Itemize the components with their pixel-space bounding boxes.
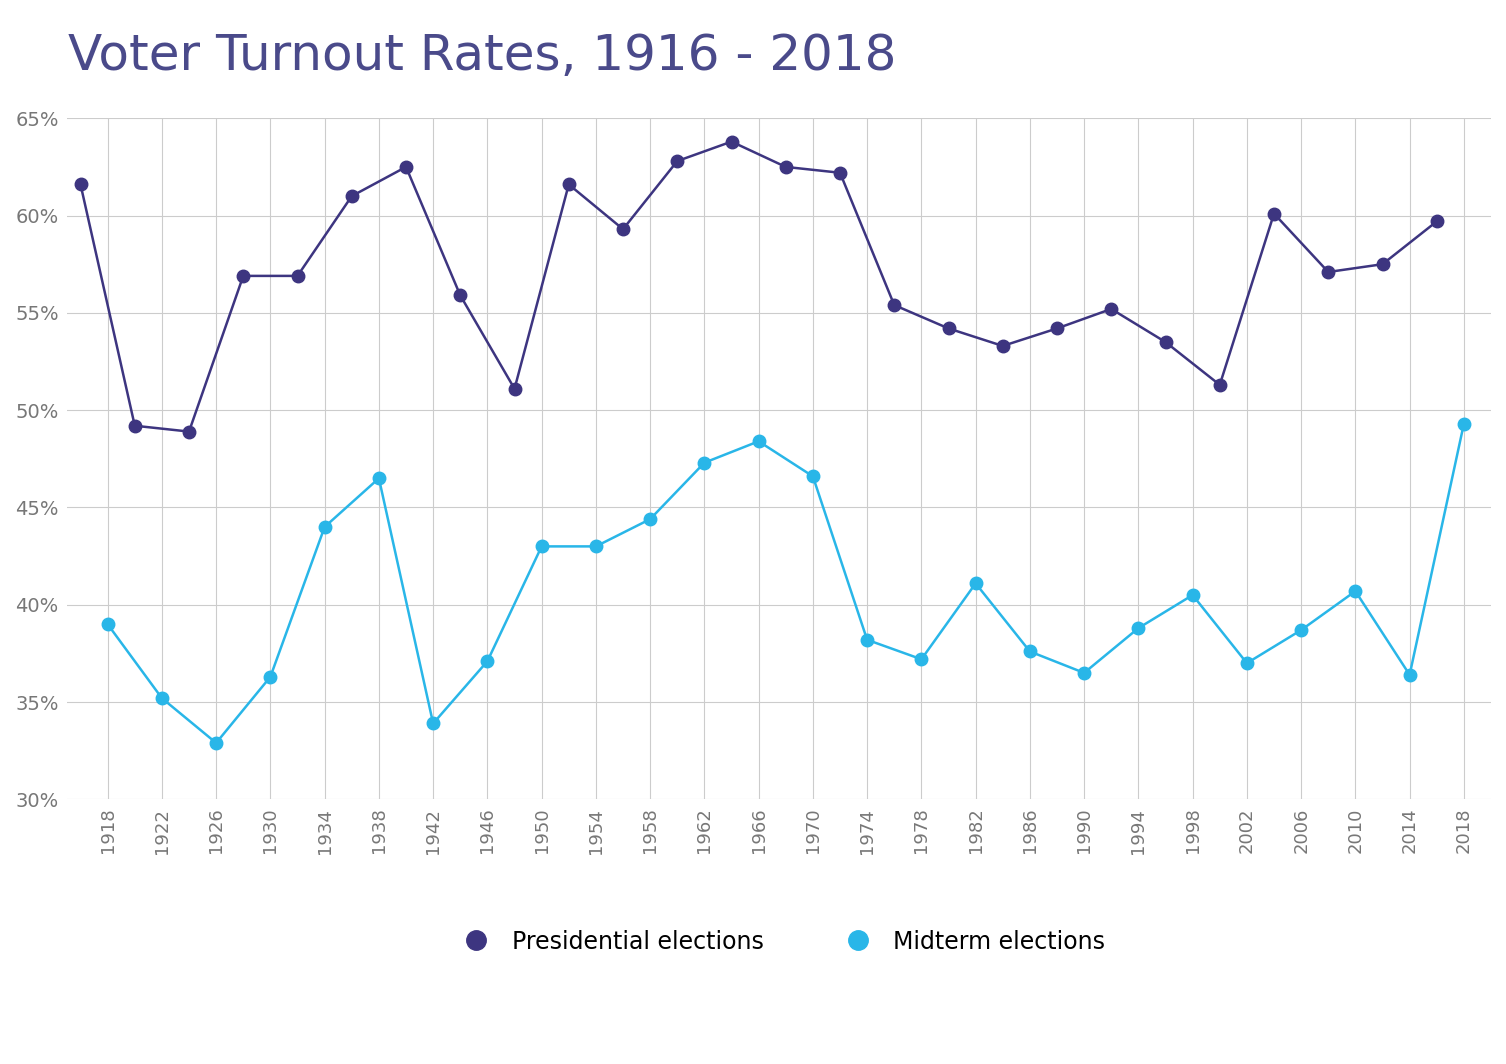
Midterm elections: [479, 654, 497, 667]
Midterm elections: [1130, 621, 1148, 634]
Presidential elections: [235, 269, 253, 282]
Midterm elections: [587, 541, 605, 553]
Midterm elections: [1075, 666, 1093, 679]
Text: Voter Turnout Rates, 1916 - 2018: Voter Turnout Rates, 1916 - 2018: [68, 32, 896, 80]
Midterm elections: [642, 513, 660, 526]
Midterm elections: [1401, 668, 1419, 681]
Presidential elections: [994, 339, 1012, 352]
Midterm elections: [208, 736, 226, 749]
Presidential elections: [669, 154, 687, 167]
Presidential elections: [1157, 335, 1175, 348]
Presidential elections: [125, 419, 143, 432]
Presidential elections: [1428, 215, 1446, 228]
Presidential elections: [289, 269, 307, 282]
Presidential elections: [831, 166, 849, 179]
Presidential elections: [1211, 379, 1229, 392]
Presidential elections: [723, 135, 741, 148]
Line: Midterm elections: Midterm elections: [101, 417, 1470, 749]
Midterm elections: [1184, 588, 1202, 601]
Midterm elections: [152, 692, 170, 704]
Midterm elections: [262, 670, 280, 683]
Presidential elections: [1265, 207, 1283, 220]
Midterm elections: [696, 456, 714, 469]
Midterm elections: [98, 618, 116, 631]
Midterm elections: [316, 520, 334, 533]
Midterm elections: [1455, 417, 1473, 430]
Presidential elections: [452, 289, 470, 302]
Presidential elections: [1373, 257, 1392, 270]
Presidential elections: [398, 161, 416, 173]
Presidential elections: [71, 178, 89, 190]
Presidential elections: [777, 161, 795, 173]
Midterm elections: [1346, 585, 1364, 598]
Presidential elections: [506, 382, 524, 395]
Midterm elections: [750, 435, 768, 448]
Presidential elections: [614, 222, 633, 235]
Presidential elections: [560, 178, 578, 190]
Midterm elections: [533, 541, 551, 553]
Presidential elections: [886, 299, 904, 312]
Presidential elections: [1102, 302, 1120, 315]
Presidential elections: [1048, 322, 1066, 335]
Midterm elections: [370, 472, 389, 485]
Midterm elections: [913, 653, 931, 666]
Line: Presidential elections: Presidential elections: [74, 135, 1443, 437]
Legend: Presidential elections, Midterm elections: Presidential elections, Midterm election…: [443, 920, 1114, 963]
Presidential elections: [1319, 266, 1337, 279]
Midterm elections: [1292, 624, 1310, 636]
Presidential elections: [181, 426, 199, 438]
Presidential elections: [940, 322, 958, 335]
Midterm elections: [425, 717, 443, 730]
Midterm elections: [858, 633, 876, 646]
Presidential elections: [343, 189, 361, 202]
Midterm elections: [967, 577, 985, 589]
Midterm elections: [804, 470, 822, 483]
Midterm elections: [1021, 645, 1039, 658]
Midterm elections: [1238, 656, 1256, 669]
